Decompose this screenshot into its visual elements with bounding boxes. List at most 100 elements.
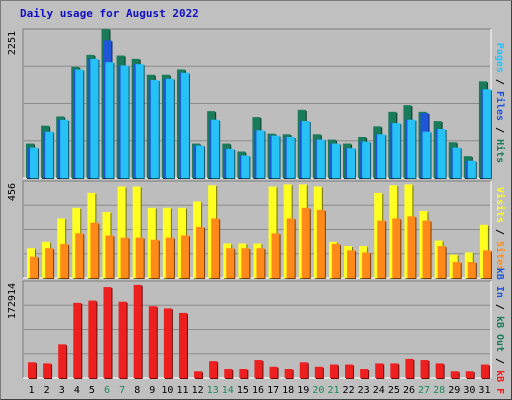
bar-sites-day-29 — [452, 262, 462, 279]
x-tick-label: 29 — [448, 385, 460, 396]
bar-kb-day-21 — [329, 364, 339, 379]
bar-pages-day-26 — [407, 119, 417, 179]
legend-sep: / — [494, 73, 505, 91]
bar-pages-day-10 — [165, 78, 175, 179]
bar-pages-day-19 — [301, 121, 311, 179]
bar-sites-day-9 — [150, 239, 160, 279]
bar-pages-day-28 — [437, 129, 447, 179]
bar-kb-day-23 — [360, 369, 370, 379]
chart-title: Daily usage for August 2022 — [20, 7, 199, 20]
bar-kb-day-24 — [375, 363, 385, 379]
x-tick-label: 6 — [104, 385, 110, 396]
bar-pages-day-6 — [105, 62, 115, 179]
legend-top: Pages / Files / Hits — [494, 43, 506, 163]
legend-sep: / — [494, 223, 505, 241]
x-tick-label: 7 — [119, 385, 125, 396]
x-tick-label: 16 — [252, 385, 264, 396]
bar-kb-day-8 — [133, 284, 143, 379]
bar-kb-day-7 — [118, 301, 128, 379]
bar-visits-day-7 — [117, 186, 127, 279]
x-tick-label: 5 — [89, 385, 95, 396]
bar-sites-day-16 — [256, 248, 266, 279]
bar-pages-day-14 — [226, 148, 236, 179]
bar-pages-day-16 — [256, 130, 266, 179]
bar-sites-day-3 — [60, 243, 70, 279]
bar-kb-day-27 — [420, 360, 430, 379]
bar-sites-day-30 — [467, 262, 477, 279]
bar-kb-day-31 — [480, 364, 490, 379]
legend-bottom: kB In / kB Out / kB F — [494, 268, 505, 394]
bar-pages-day-23 — [362, 141, 372, 179]
bar-kb-day-15 — [239, 369, 249, 379]
bar-sites-day-31 — [482, 250, 492, 279]
legend-files: Files — [494, 91, 506, 121]
bar-kb-day-12 — [194, 371, 204, 379]
bar-sites-day-5 — [90, 222, 100, 279]
bar-pages-day-27 — [422, 131, 432, 179]
bar-pages-day-24 — [377, 134, 387, 179]
bar-kb-day-4 — [73, 302, 83, 379]
bar-sites-day-21 — [331, 243, 341, 279]
x-tick-label: 23 — [358, 385, 370, 396]
x-tick-label: 25 — [388, 385, 400, 396]
x-tick-label: 22 — [343, 385, 355, 396]
bar-kb-day-9 — [148, 306, 158, 379]
legend-hits: Hits — [494, 139, 506, 163]
bar-pages-day-31 — [482, 89, 492, 179]
x-tick-label: 13 — [207, 385, 219, 396]
bar-sites-day-7 — [120, 237, 130, 279]
bar-pages-day-13 — [211, 119, 221, 179]
bar-sites-day-24 — [377, 220, 387, 279]
x-tick-label: 3 — [59, 385, 65, 396]
x-tick-label: 9 — [149, 385, 155, 396]
bar-kb-day-14 — [224, 369, 234, 379]
x-tick-label: 17 — [267, 385, 279, 396]
bar-visits-day-8 — [132, 186, 142, 279]
bar-sites-day-26 — [407, 216, 417, 279]
bar-sites-day-20 — [316, 209, 326, 279]
y-max-label-mid: 456 — [7, 183, 18, 201]
bar-kb-day-11 — [178, 312, 188, 379]
bar-pages-day-5 — [90, 58, 100, 180]
bar-kb-day-13 — [209, 361, 219, 379]
bar-pages-day-21 — [331, 143, 341, 179]
legend-sep: / — [494, 121, 505, 139]
bar-pages-day-29 — [452, 147, 462, 179]
bar-sites-day-19 — [301, 207, 311, 279]
bar-pages-day-20 — [316, 139, 326, 179]
x-tick-label: 2 — [44, 385, 50, 396]
bar-kb-day-25 — [390, 363, 400, 379]
bar-pages-day-9 — [150, 80, 160, 179]
bar-sites-day-8 — [135, 237, 145, 279]
bar-kb-day-22 — [345, 364, 355, 379]
x-tick-label: 21 — [327, 385, 339, 396]
x-tick-label: 4 — [74, 385, 80, 396]
bar-sites-day-27 — [422, 220, 432, 279]
bar-sites-day-4 — [75, 233, 85, 279]
bar-sites-day-25 — [392, 218, 402, 279]
legend-visits: Visits — [494, 187, 506, 223]
legend-kb-out: kB Out — [494, 316, 505, 352]
bar-kb-day-26 — [405, 358, 415, 379]
bar-kb-day-10 — [163, 308, 173, 379]
legend-sep: / — [494, 352, 505, 370]
x-tick-label: 28 — [433, 385, 445, 396]
bar-pages-day-3 — [60, 119, 70, 179]
bar-sites-day-28 — [437, 246, 447, 279]
y-max-label-top: 2251 — [7, 31, 18, 55]
bar-sites-day-6 — [105, 235, 115, 279]
bar-pages-day-2 — [45, 131, 55, 179]
legend-middle: Visits / Sites — [494, 187, 506, 271]
bar-pages-day-15 — [241, 155, 251, 179]
bar-pages-day-7 — [120, 65, 130, 179]
bar-sites-day-1 — [30, 256, 39, 279]
bar-kb-day-16 — [254, 360, 264, 379]
y-max-label-bot: 172914 — [7, 283, 18, 319]
bar-kb-day-3 — [58, 344, 68, 379]
x-tick-label: 26 — [403, 385, 415, 396]
bar-pages-day-8 — [135, 64, 145, 179]
bar-visits-day-17 — [268, 186, 278, 279]
x-tick-label: 8 — [134, 385, 140, 396]
